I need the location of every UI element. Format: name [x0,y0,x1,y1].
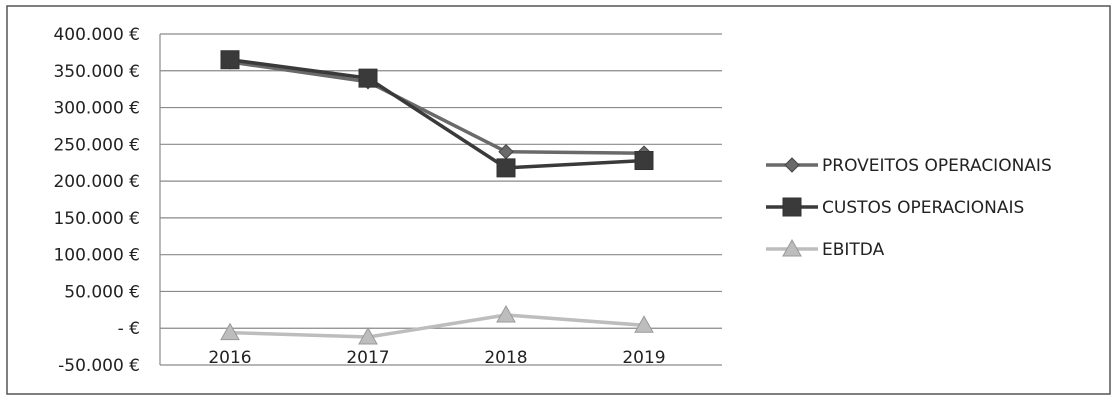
legend-label-proveitos-operacionais: PROVEITOS OPERACIONAIS [822,156,1052,176]
data-point-custos-operacionais [358,68,378,88]
y-tick-label: 50.000 € [64,282,140,302]
series-line-proveitos-operacionais [229,60,645,155]
y-tick-label: 250.000 € [53,135,140,155]
y-tick-label: - € [118,319,140,339]
x-tick-label: 2019 [622,348,665,368]
y-tick-label: 100.000 € [53,246,140,266]
y-tick-label: 400.000 € [53,25,140,45]
series-line-ebitda [229,313,645,339]
gridlines [159,33,722,366]
x-tick-label: 2017 [346,348,389,368]
y-tick-label: 150.000 € [53,209,140,229]
y-tick-label: 200.000 € [53,172,140,192]
data-point-custos-operacionais [496,158,516,178]
legend-label-custos-operacionais: CUSTOS OPERACIONAIS [822,198,1024,218]
y-tick-label: -50.000 € [58,356,140,376]
legend-label-ebitda: EBITDA [822,240,885,260]
x-tick-label: 2018 [484,348,527,368]
legend: PROVEITOS OPERACIONAIS CUSTOS OPERACIONAI… [766,156,1052,260]
data-point-custos-operacionais [220,50,240,70]
series-group [220,50,654,345]
y-tick-label: 350.000 € [53,62,140,82]
y-axis-ticks: 400.000 € 350.000 € 300.000 € 250.000 € 200.… [53,25,140,376]
x-tick-label: 2016 [208,348,251,368]
x-axis-ticks: 2016 2017 2018 2019 [208,348,665,368]
y-tick-label: 300.000 € [53,99,140,119]
data-point-ebitda [634,315,654,333]
legend-marker-custos-operacionais [782,197,802,217]
legend-marker-proveitos-operacionais [784,157,800,173]
data-point-custos-operacionais [634,151,654,171]
data-point-ebitda [496,304,516,323]
data-point-ebitda [220,322,240,341]
series-line-custos-operacionais [229,58,645,170]
legend-marker-ebitda [782,238,802,257]
data-point-ebitda [358,327,378,345]
